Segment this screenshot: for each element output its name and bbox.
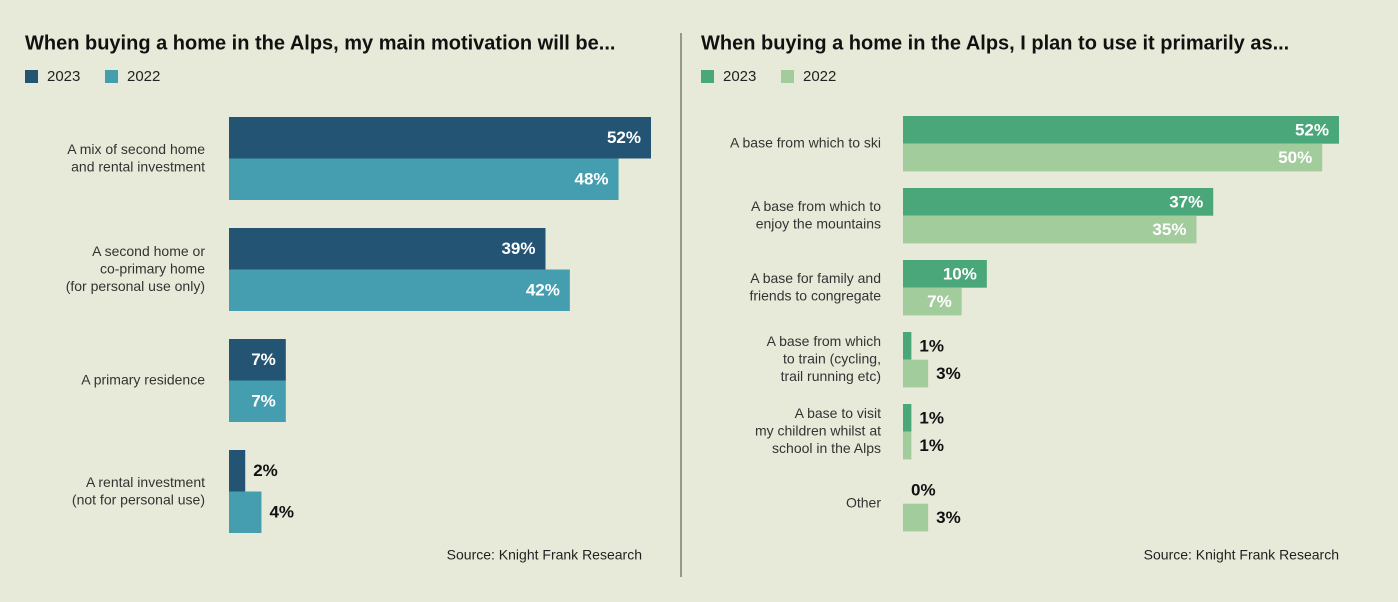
value-label: 37% <box>1169 192 1203 211</box>
legend-label: 2023 <box>723 68 756 85</box>
bar <box>229 491 262 533</box>
category-label: A base from which to train (cycling, trail… <box>767 333 881 384</box>
legend-swatch <box>701 70 714 83</box>
legend-swatch <box>25 70 38 83</box>
bar <box>229 380 286 422</box>
value-label: 7% <box>927 292 952 311</box>
legend-label: 2023 <box>47 68 80 85</box>
value-label: 52% <box>607 128 641 147</box>
bar <box>903 188 1214 216</box>
value-label: 1% <box>919 408 944 427</box>
bar <box>903 404 912 432</box>
category-label: A rental investment (not for personal use… <box>72 473 205 507</box>
bar <box>229 117 651 159</box>
bar <box>229 450 246 492</box>
source: Source: Knight Frank Research <box>447 547 642 563</box>
value-label: 52% <box>1295 120 1329 139</box>
bar <box>903 287 962 316</box>
bar <box>903 215 1197 244</box>
value-label: 3% <box>936 364 961 383</box>
value-label: 48% <box>575 170 609 189</box>
value-label: 0% <box>911 480 936 499</box>
bar <box>903 332 912 360</box>
legend-label: 2022 <box>803 68 836 85</box>
category-label: A base from which to enjoy the mountains <box>751 198 881 232</box>
value-label: 7% <box>251 392 276 411</box>
category-label: A primary residence <box>81 371 205 387</box>
value-label: 42% <box>526 281 560 300</box>
bar <box>903 116 1339 144</box>
category-label: A mix of second home and rental investmen… <box>67 140 205 174</box>
value-label: 50% <box>1278 148 1312 167</box>
bar <box>229 228 546 270</box>
category-label: A base to visit my children whilst at scho… <box>755 405 881 456</box>
category-label: Other <box>846 494 881 510</box>
bar <box>229 158 619 200</box>
value-label: 2% <box>253 461 278 480</box>
source: Source: Knight Frank Research <box>1144 547 1339 563</box>
value-label: 10% <box>943 264 977 283</box>
bar <box>903 503 929 532</box>
bar <box>229 269 570 311</box>
value-label: 1% <box>919 336 944 355</box>
bar <box>903 260 987 288</box>
value-label: 3% <box>936 508 961 527</box>
category-label: A base for family and friends to congrega… <box>749 270 881 304</box>
value-label: 1% <box>919 436 944 455</box>
category-label: A second home or co-primary home (for pers… <box>66 243 206 294</box>
legend-swatch <box>105 70 118 83</box>
legend-label: 2022 <box>127 68 160 85</box>
value-label: 35% <box>1152 220 1186 239</box>
value-label: 39% <box>501 239 535 258</box>
bar <box>903 431 912 460</box>
legend-swatch <box>781 70 794 83</box>
bar <box>903 143 1323 172</box>
category-label: A base from which to ski <box>730 134 881 150</box>
chart-title: When buying a home in the Alps, my main … <box>25 32 615 54</box>
chart-title: When buying a home in the Alps, I plan t… <box>701 32 1289 54</box>
bar <box>229 339 286 381</box>
value-label: 4% <box>269 503 294 522</box>
bar <box>903 359 929 388</box>
value-label: 7% <box>251 350 276 369</box>
